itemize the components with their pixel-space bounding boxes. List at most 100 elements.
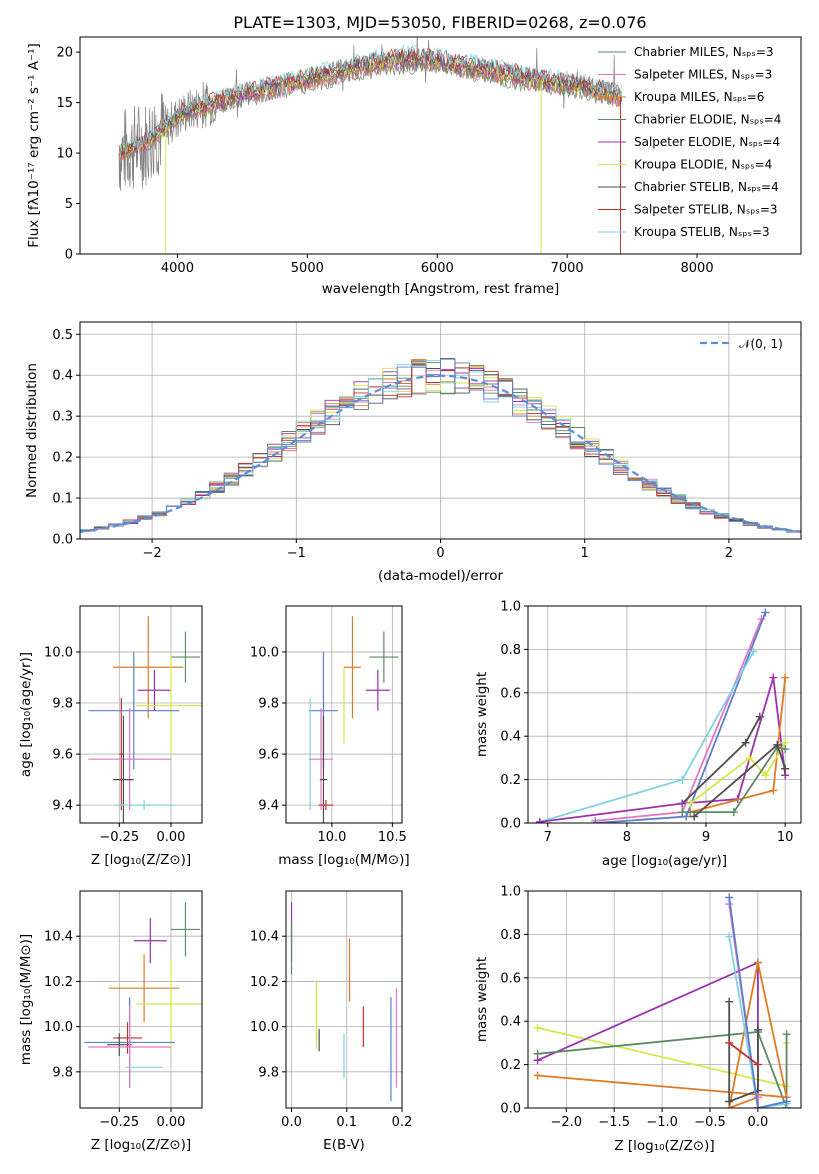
mass-weight-marker [782,1097,791,1106]
mass-weight-marker [782,1030,791,1039]
mass-weight-marker [769,786,778,795]
legend: Chabrier MILES, Nₛₚₛ=3 Salpeter MILES, Nₛ… [598,45,781,239]
axes-overlay-spectrum: 4000 5000 6000 7000 8000 0 5 10 15 20 wavelength [… [26,36,802,297]
residual-histogram [80,358,801,532]
y-tick-label: 10.0 [44,1020,73,1035]
y-tick-label: 0.0 [500,817,521,832]
legend-entry: 𝒩(0, 1) [739,337,783,351]
y-axis-label: age [log₁₀(age/yr)] [18,652,34,777]
x-tick-label: 0.0 [281,1115,302,1130]
y-axis-label: mass weight [474,672,490,757]
mass-weight-marker [781,764,790,773]
x-axis-label: mass [log₁₀(M/M⊙)] [278,852,409,868]
x-axis-label: Z [log₁₀(Z/Z⊙)] [614,1138,714,1154]
y-tick-label: 9.6 [258,748,279,763]
mass-weight-line [682,745,786,813]
axes-overlay-age_vs_mass: 10.0 10.5 9.4 9.6 9.8 10.0 mass [log₁₀(M/M⊙)] [250,605,410,868]
errorbar-point [113,1022,143,1054]
errorbar-point [365,669,390,711]
errorbar-point [137,669,171,711]
model-spectrum-line [118,44,623,155]
mass-weight-marker [761,771,770,780]
x-tick-label: −1.0 [646,1115,678,1130]
y-tick-label: 1.0 [500,600,521,615]
x-tick-label: 7 [544,830,552,845]
x-tick-label: 4000 [161,261,194,276]
y-tick-label: 15 [56,96,73,111]
errorbar-point [113,715,134,823]
x-tick-label: 0.2 [392,1115,413,1130]
axes-frame [285,890,403,1109]
x-tick-label: 7000 [551,261,584,276]
mass-weight-marker [781,745,790,754]
legend-entry: Kroupa MILES, Nₛₚₛ=6 [634,90,764,104]
x-tick-label: 10.0 [317,830,346,845]
y-tick-label: 0.1 [52,492,73,507]
mass-weight-marker [690,812,699,821]
legend-entry: Chabrier MILES, Nₛₚₛ=3 [634,45,774,59]
mass-weight-marker [725,893,734,902]
mass-weight-marker [725,1097,734,1106]
mass-weight-marker [753,958,762,967]
mass-weight-marker [749,647,758,656]
y-axis-label: mass [log₁₀(M/M⊙)] [18,934,34,1065]
mass-weight-marker [678,808,687,817]
mass-weight-line [689,742,786,805]
mass-weight-marker [678,775,687,784]
errorbar-point [133,918,167,964]
y-axis-label: mass weight [474,957,490,1042]
x-tick-label: 5000 [291,261,324,276]
x-tick-label: −0.5 [694,1115,726,1130]
y-tick-label: 0.4 [500,1015,521,1030]
x-axis-label: Z [log₁₀(Z/Z⊙)] [91,1137,191,1153]
y-tick-label: 9.8 [52,1065,73,1080]
errorbar-point [369,631,399,683]
mass-weight-line [539,651,755,823]
x-tick-label: 2 [725,546,733,561]
x-tick-label: 0 [436,546,444,561]
x-tick-label: 0.00 [157,830,186,845]
axes-overlay-weight_vs_Z: −2.0 −1.5 −1.0 −0.5 0.0 0.0 0.2 0.4 0.6 0.8 1.0 Z [… [474,885,802,1154]
x-tick-label: −1.5 [598,1115,630,1130]
x-tick-label: −0.25 [99,1115,139,1130]
y-axis-label: Flux [fλ10⁻¹⁷ erg cm⁻² s⁻¹ A⁻¹] [26,43,42,248]
y-tick-label: 0.4 [500,730,521,745]
errorbar-point [108,954,180,1023]
mass-weight-marker [533,1071,542,1080]
axes-frame [527,890,802,1109]
plot-area-residuals [80,358,801,533]
x-tick-label: 0.00 [157,1115,186,1130]
axes-overlay-residuals: −2 −1 0 1 2 0.0 0.1 0.2 0.3 0.4 0.5 (data-model)/er… [24,321,802,584]
panel-residuals: −2 −1 0 1 2 0.0 0.1 0.2 0.3 0.4 0.5 (data-model)/er… [24,321,802,584]
mass-weight-marker [725,1038,734,1047]
x-axis-label: (data-model)/error [378,568,504,584]
legend-entry: Salpeter ELODIE, Nₛₚₛ=4 [634,135,780,149]
y-tick-label: 10.0 [250,1020,279,1035]
legend-entry: Chabrier ELODIE, Nₛₚₛ=4 [634,113,781,127]
y-axis-label: Normed distribution [24,363,40,498]
axes-overlay-weight_vs_age: 7 8 9 10 0.0 0.2 0.4 0.6 0.8 1.0 age [log₁₀(age/yr… [474,600,802,869]
y-tick-label: 0.5 [52,328,73,343]
panel-spectrum: 4000 5000 6000 7000 8000 0 5 10 15 20 wavelength [… [26,36,802,297]
panel-mass_vs_ebv: 0.0 0.1 0.2 9.8 10.0 10.2 10.4 E(B-V) [250,890,413,1153]
mass-weight-marker [678,799,687,808]
legend-entry: Kroupa ELODIE, Nₛₚₛ=4 [634,158,772,172]
errorbar-point [308,697,312,811]
y-tick-label: 0.8 [500,928,521,943]
errorbar-point [88,708,171,811]
x-tick-label: −0.25 [99,830,139,845]
legend-entry: Salpeter MILES, Nₛₚₛ=3 [634,68,772,82]
y-tick-label: 0 [65,248,73,263]
y-tick-label: 1.0 [500,885,521,900]
errorbar-point [342,667,346,744]
errorbar-point [135,654,202,757]
y-tick-label: 9.8 [258,1065,279,1080]
plot-area-age_vs_Z [88,616,202,823]
errorbar-point [88,1006,171,1088]
y-tick-label: 9.8 [258,697,279,712]
mass-weight-marker [533,1049,542,1058]
x-tick-label: 9 [702,830,710,845]
panel-age_vs_mass: 10.0 10.5 9.4 9.6 9.8 10.0 mass [log₁₀(M/M⊙)] [250,605,410,868]
x-axis-label: Z [log₁₀(Z/Z⊙)] [91,852,191,868]
